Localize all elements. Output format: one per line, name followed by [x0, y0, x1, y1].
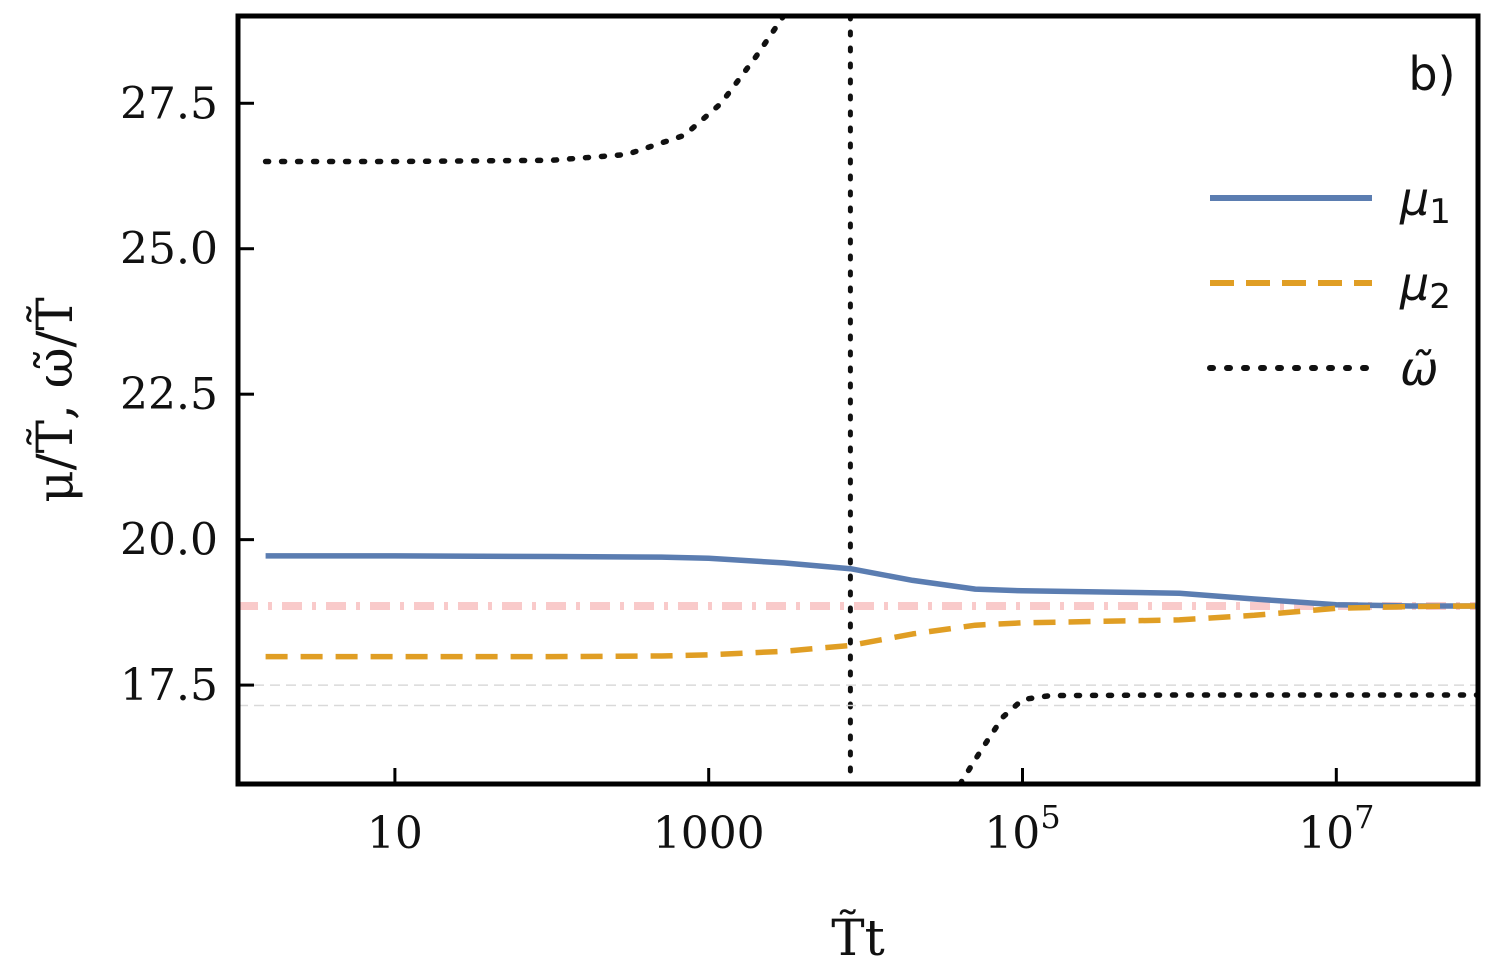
y-tick-label: 27.5: [120, 78, 218, 129]
reference-lines: [238, 16, 1478, 784]
legend-label-3: ω̃: [1400, 342, 1439, 396]
series-1-line: [265, 553, 1478, 609]
x-tick-label: 105: [984, 798, 1060, 859]
y-tick-label: 17.5: [120, 660, 218, 711]
x-tick-label: 107: [1298, 798, 1374, 859]
x-tick-label: 10: [367, 808, 423, 859]
y-tick-label: 25.0: [120, 224, 218, 275]
x-axis-label: T̃t: [831, 908, 884, 967]
legend-label-1: μ1: [1399, 172, 1451, 232]
panel-label: b): [1408, 47, 1455, 101]
legend-label-2: μ2: [1399, 257, 1451, 317]
y-tick-label: 20.0: [120, 515, 218, 566]
x-axis: 10 1000 105 107: [367, 768, 1374, 859]
series-3-line-segment-2: [957, 692, 1478, 784]
legend: μ1 μ2 ω̃: [1207, 172, 1451, 396]
y-tick-label: 22.5: [120, 369, 218, 420]
y-axis: 17.5 20.0 22.5 25.0 27.5: [120, 78, 254, 711]
x-tick-label: 1000: [653, 808, 765, 859]
series-2-line: [265, 603, 1478, 660]
series-3-line-segment-1: [262, 16, 787, 165]
series-layer: [262, 16, 1478, 784]
y-axis-label: μ/T̃, ω̃/T̃: [25, 297, 84, 502]
plot-frame: [235, 13, 1481, 787]
